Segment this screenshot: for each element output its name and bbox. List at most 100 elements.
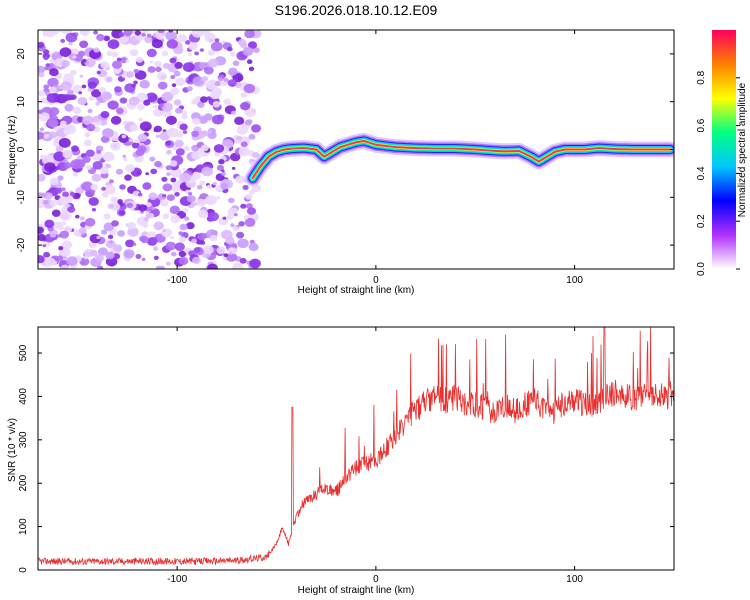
noise-blob bbox=[168, 30, 173, 33]
noise-blob bbox=[38, 233, 46, 242]
noise-blob bbox=[151, 207, 156, 210]
noise-blob bbox=[109, 240, 113, 244]
snr-xlabel: Height of straight line (km) bbox=[298, 585, 415, 596]
noise-blob bbox=[81, 181, 94, 192]
noise-blob bbox=[192, 256, 201, 265]
noise-blob bbox=[72, 84, 83, 93]
noise-blob bbox=[107, 100, 119, 110]
noise-blob bbox=[96, 33, 105, 42]
noise-blob bbox=[68, 41, 73, 46]
noise-blob bbox=[154, 161, 162, 168]
noise-blob bbox=[240, 92, 248, 98]
noise-blob bbox=[242, 47, 254, 56]
noise-blob bbox=[131, 96, 137, 102]
noise-blob bbox=[212, 181, 217, 186]
noise-blob bbox=[154, 60, 163, 68]
snr-ylabel: SNR (10 * v/v) bbox=[7, 418, 18, 482]
noise-blob bbox=[218, 77, 223, 82]
noise-blob bbox=[106, 76, 113, 82]
noise-blob bbox=[96, 235, 101, 240]
noise-blob bbox=[66, 256, 78, 266]
noise-blob bbox=[67, 89, 74, 95]
colorbar-gradient bbox=[712, 30, 736, 269]
noise-blob bbox=[123, 249, 135, 259]
noise-blob bbox=[97, 247, 108, 256]
noise-blob bbox=[38, 112, 50, 122]
noise-blob bbox=[109, 204, 114, 208]
noise-blob bbox=[186, 86, 193, 92]
noise-blob bbox=[147, 66, 156, 73]
noise-blob bbox=[198, 30, 207, 36]
noise-blob bbox=[125, 239, 135, 248]
noise-blob bbox=[238, 77, 242, 81]
spectrogram-y-tick-label: 10 bbox=[16, 96, 27, 108]
noise-blob bbox=[182, 208, 189, 213]
noise-blob bbox=[42, 244, 47, 248]
noise-blob bbox=[166, 39, 178, 49]
noise-blob bbox=[153, 221, 164, 231]
noise-blob bbox=[216, 246, 226, 255]
noise-blob bbox=[236, 125, 248, 135]
noise-blob bbox=[79, 40, 89, 49]
noise-blob bbox=[232, 225, 240, 231]
noise-blob bbox=[102, 128, 114, 138]
noise-blob bbox=[70, 69, 77, 76]
noise-blob bbox=[213, 144, 225, 153]
noise-blob bbox=[199, 201, 205, 206]
noise-blob bbox=[62, 149, 73, 159]
noise-blob bbox=[204, 32, 216, 43]
noise-blob bbox=[245, 193, 253, 200]
noise-blob bbox=[49, 68, 59, 77]
noise-blob bbox=[166, 194, 175, 202]
noise-blob bbox=[233, 213, 238, 217]
noise-blob bbox=[134, 30, 141, 36]
noise-blob bbox=[43, 133, 50, 139]
noise-blob bbox=[64, 103, 74, 112]
noise-blob bbox=[38, 131, 45, 140]
noise-blob bbox=[194, 51, 200, 56]
noise-blob bbox=[132, 242, 137, 246]
noise-blob bbox=[58, 196, 69, 205]
noise-blob bbox=[74, 159, 86, 169]
noise-blob bbox=[112, 60, 122, 69]
noise-blob bbox=[61, 240, 73, 250]
noise-blob bbox=[105, 163, 111, 169]
noise-blob bbox=[93, 30, 98, 35]
noise-blob bbox=[197, 209, 209, 219]
noise-blob bbox=[160, 199, 169, 207]
noise-blob bbox=[243, 83, 256, 94]
noise-blob bbox=[135, 56, 144, 63]
noise-blob bbox=[117, 230, 125, 237]
noise-blob bbox=[143, 99, 151, 106]
noise-blob bbox=[162, 62, 170, 69]
noise-blob bbox=[131, 83, 136, 88]
noise-blob bbox=[139, 235, 147, 242]
noise-blob bbox=[83, 139, 92, 147]
noise-blob bbox=[183, 146, 190, 152]
noise-blob bbox=[153, 246, 159, 251]
noise-blob bbox=[137, 133, 148, 142]
noise-blob bbox=[61, 59, 71, 68]
noise-blob bbox=[230, 223, 235, 227]
noise-blob bbox=[207, 130, 212, 134]
noise-blob bbox=[60, 264, 70, 269]
noise-blob bbox=[223, 98, 232, 105]
noise-blob bbox=[251, 184, 262, 193]
noise-blob bbox=[49, 232, 57, 238]
noise-blob bbox=[206, 263, 218, 269]
noise-blob bbox=[109, 179, 114, 184]
noise-blob bbox=[248, 133, 256, 140]
noise-blob bbox=[107, 39, 120, 50]
colorbar-tick-label: 0.6 bbox=[696, 118, 707, 132]
noise-blob bbox=[100, 229, 108, 235]
noise-blob bbox=[92, 115, 101, 123]
noise-blob bbox=[84, 58, 96, 68]
noise-blob bbox=[206, 184, 212, 189]
noise-blob bbox=[129, 124, 139, 132]
noise-blob bbox=[127, 227, 139, 237]
noise-blob bbox=[198, 116, 208, 124]
noise-blob bbox=[193, 247, 201, 254]
noise-blob bbox=[145, 213, 151, 219]
noise-blob bbox=[89, 249, 98, 257]
